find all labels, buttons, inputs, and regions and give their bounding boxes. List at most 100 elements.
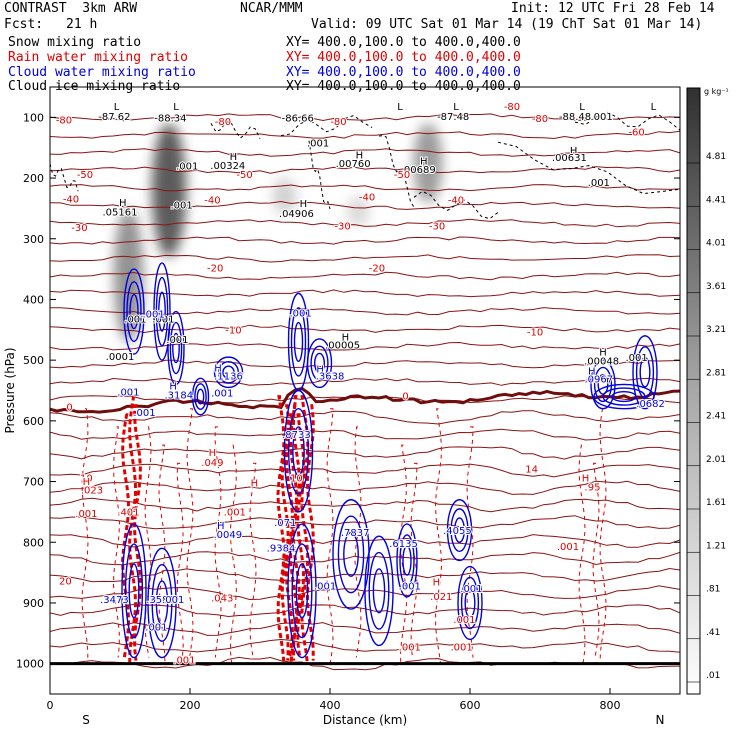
- north-label: N: [656, 713, 665, 727]
- cloud-water-contour-13-1: [450, 508, 469, 553]
- annotation-label-105: .001: [399, 582, 421, 593]
- annotation-label-56: -10: [527, 327, 543, 338]
- annotation-label-9: -87.48: [437, 112, 469, 123]
- annotation-label-18: H: [420, 157, 428, 168]
- annotation-label-98: .7837: [341, 528, 370, 539]
- annotation-label-37: -80: [56, 115, 72, 126]
- y-tick-label-2: 300: [23, 233, 44, 246]
- annotation-label-31: H: [342, 333, 350, 344]
- cloud-water-contour-11-0: [364, 535, 394, 647]
- rain-contour-14: [284, 413, 294, 658]
- annotation-label-45: -50: [394, 170, 410, 181]
- cloud-water-contour-6-0: [287, 523, 317, 659]
- temperature-contour-12: [49, 324, 681, 334]
- annotation-label-8: -86.66: [282, 114, 314, 125]
- init-time: Init: 12 UTC Fri 28 Feb 14: [511, 1, 715, 16]
- colorbar-label-12: 4.81: [706, 152, 726, 162]
- x-tick-label-0: 0: [47, 699, 54, 712]
- annotation-label-94: .071: [274, 518, 296, 529]
- model-name: CONTRAST 3km ARW: [4, 1, 138, 16]
- south-label: S: [82, 713, 90, 727]
- cloud-water-contour-2-1: [169, 321, 183, 375]
- cloud-water-contour-14-2: [222, 365, 235, 380]
- annotation-label-86: H: [169, 381, 177, 392]
- cloud-water-contour-4-0: [306, 338, 333, 389]
- legend-rain: Rain water mixing ratio: [8, 50, 189, 65]
- annotation-label-44: -50: [236, 170, 252, 181]
- annotation-label-99: .6135: [389, 539, 418, 550]
- annotation-label-96: H: [217, 521, 225, 532]
- annotation-label-107: H: [588, 367, 596, 378]
- annotation-label-4: L: [579, 102, 585, 113]
- annotation-label-12: .001: [307, 138, 329, 149]
- colorbar-bar: [686, 87, 701, 695]
- annotation-label-51: -30: [334, 222, 350, 233]
- y-tick-label-5: 600: [23, 415, 44, 428]
- temperature-contour-20: [49, 463, 681, 478]
- colorbar-label-10: 4.01: [706, 239, 726, 249]
- legend-snow-xy: XY= 400.0,100.0 to 400.0,400.0: [286, 35, 521, 50]
- temperature-contour-5: [49, 200, 681, 210]
- annotation-label-52: -30: [429, 222, 445, 233]
- colorbar-label-9: 3.61: [706, 282, 726, 292]
- annotation-label-36: .0001: [106, 352, 135, 363]
- annotation-label-25: .001: [170, 200, 192, 211]
- colorbar-label-5: 2.01: [706, 455, 726, 465]
- annotation-label-3: L: [453, 102, 459, 113]
- rain-contour-23: [410, 462, 418, 658]
- annotation-label-100: .4055: [443, 526, 472, 537]
- annotation-label-91: H: [316, 364, 324, 375]
- cloud-water-contour-6-1: [291, 543, 313, 639]
- annotation-label-19: .00689: [401, 165, 436, 176]
- annotation-label-42: -60: [628, 128, 644, 139]
- legend-cloud-water-xy: XY= 400.0,100.0 to 400.0,400.0: [286, 65, 521, 80]
- colorbar-label-6: 2.41: [706, 412, 726, 422]
- temperature-contour-6: [49, 218, 681, 228]
- temperature-contour-23: [49, 515, 681, 530]
- cloud-water-contour-18-2: [196, 388, 205, 405]
- temperature-contour-15: [49, 377, 681, 386]
- annotation-label-103: .001: [162, 595, 184, 606]
- annotation-label-61: 14: [525, 464, 538, 475]
- cloud-water-contour-15-1: [593, 366, 613, 403]
- cloud-water-contour-2-2: [172, 332, 180, 364]
- cloud-ice-contour-7: [574, 111, 681, 131]
- annotation-label-85: .001: [289, 308, 311, 319]
- annotation-label-14: .00324: [210, 161, 245, 172]
- annotation-label-67: H: [209, 448, 217, 459]
- annotation-label-60: 10: [290, 474, 303, 485]
- y-tick-label-6: 700: [23, 476, 44, 489]
- temperature-contour-14: [49, 359, 681, 369]
- annotation-label-81: .001: [145, 622, 167, 633]
- cloud-water-contour-18-1: [194, 383, 207, 411]
- legend-snow: Snow mixing ratio: [8, 35, 142, 50]
- annotation-label-92: .3638: [316, 372, 345, 383]
- cloud-ice-contour-1: [280, 114, 373, 137]
- annotation-label-72: H: [433, 577, 441, 588]
- y-tick-label-9: 1000: [16, 658, 44, 671]
- cloud-water-contour-4-2: [314, 352, 326, 374]
- annotation-label-66: .401: [117, 508, 139, 519]
- temperature-contour-28: [49, 603, 681, 618]
- rain-contour-6: [158, 444, 166, 664]
- annotation-label-101: .3473: [100, 595, 129, 606]
- cloud-water-contour-3-2: [293, 321, 304, 363]
- annotation-label-58: 0: [402, 392, 408, 403]
- annotation-label-74: .001: [453, 615, 475, 626]
- rain-contour-27: [592, 462, 600, 658]
- annotation-label-16: H: [356, 151, 364, 162]
- temperature-contour-19: [49, 446, 681, 460]
- annotation-label-80: .95: [585, 483, 601, 494]
- colorbar-label-2: .81: [706, 585, 720, 595]
- temperature-contour-21: [49, 480, 681, 495]
- y-axis-title: Pressure (hPa): [3, 347, 17, 433]
- cloud-water-contour-10-1: [399, 534, 415, 587]
- colorbar-label-1: .41: [706, 628, 720, 638]
- temperature-contour-0: [49, 113, 681, 122]
- cloud-water-contour-0-0: [123, 268, 145, 355]
- annotation-label-87: .3184: [164, 390, 193, 401]
- annotation-label-26: H: [300, 199, 308, 210]
- cloud-water-contour-8-1: [151, 564, 173, 642]
- temperature-contour-4: [49, 184, 681, 192]
